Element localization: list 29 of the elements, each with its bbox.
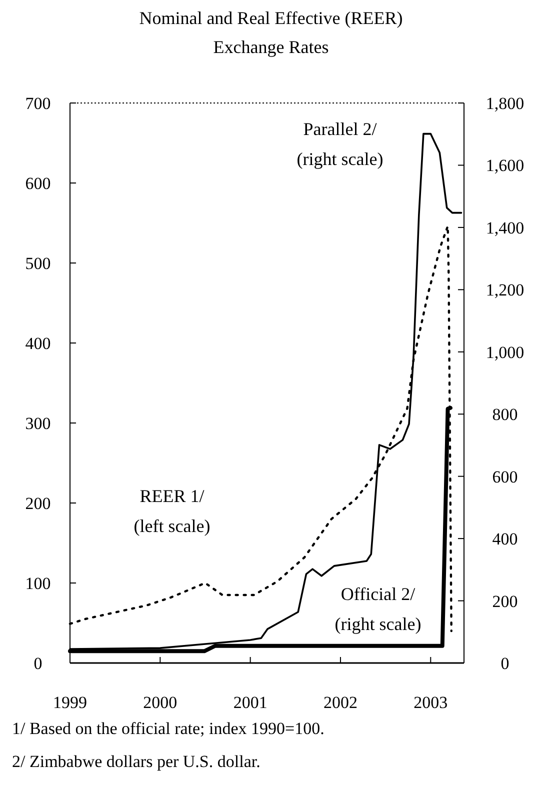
x-tick-label: 2003 — [414, 693, 448, 712]
text: REER 1/ (left scale) — [134, 486, 210, 536]
x-tick-label: 2001 — [233, 693, 268, 712]
y2-tick-label: 1,200 — [486, 280, 524, 300]
x-tick-label: 2000 — [143, 693, 178, 712]
y-tick-label: 200 — [25, 494, 51, 513]
text: 1/ Based on the official rate; index 1990=100. — [12, 719, 324, 738]
y2-tick-label: 200 — [492, 592, 518, 611]
y2-tick-label: 0 — [500, 654, 510, 673]
y-tick-label: 0 — [34, 654, 42, 673]
y2-tick-label: 1,000 — [486, 342, 524, 362]
x-tick-label: 1999 — [53, 693, 87, 712]
chart-title: Nominal and Real Effective (REER) Exchange Rates — [139, 8, 403, 57]
y2-tick-label: 1,600 — [486, 156, 524, 176]
y2-tick-label: 1,400 — [486, 218, 524, 238]
y2-tick-label: 400 — [492, 530, 518, 549]
y-tick-label: 100 — [25, 574, 51, 593]
y2-tick-label: 800 — [492, 405, 518, 424]
text: 2/ Zimbabwe dollars per U.S. dollar. — [12, 752, 260, 771]
series-label: Official 2/ (right scale) — [334, 584, 422, 634]
x-tick-label: 2002 — [323, 693, 358, 712]
y-tick-label: 500 — [25, 254, 51, 273]
y2-tick-label: 1,800 — [486, 94, 524, 113]
y2-tick-label: 600 — [492, 467, 518, 486]
y-tick-label: 700 — [25, 94, 51, 113]
y-tick-label: 400 — [25, 334, 51, 353]
text: Parallel 2/ (right scale) — [296, 119, 384, 169]
y-tick-label: 600 — [25, 174, 51, 193]
y-tick-label: 300 — [25, 414, 51, 433]
